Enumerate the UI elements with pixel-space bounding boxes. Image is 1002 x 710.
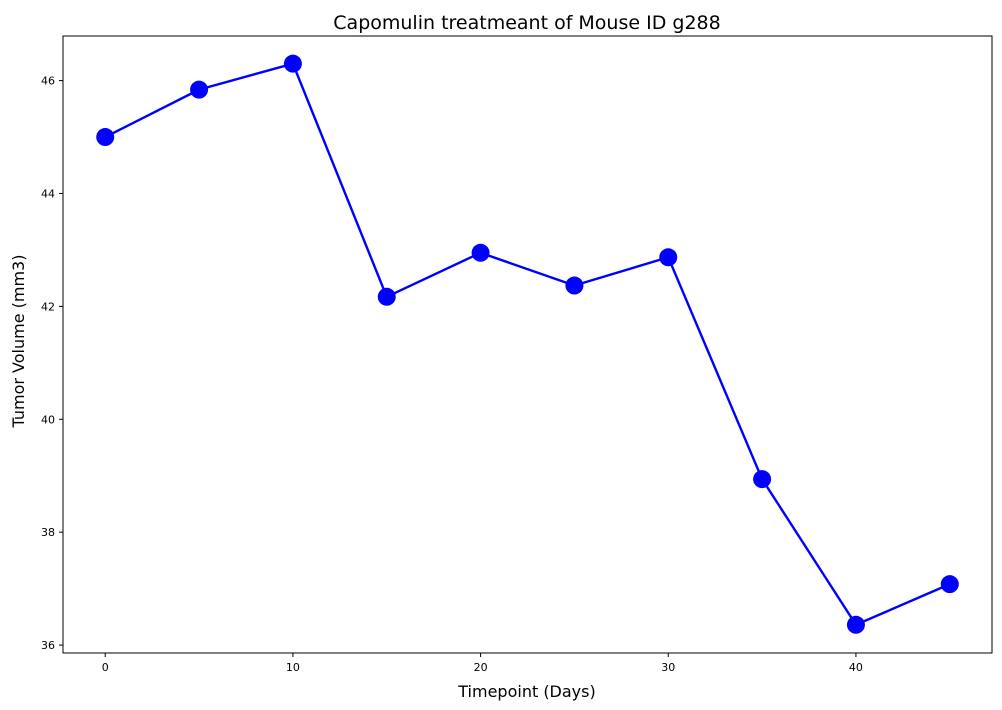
- data-point: [940, 575, 959, 594]
- y-tick-label: 46: [41, 75, 55, 88]
- data-point: [659, 248, 678, 267]
- data-point: [377, 287, 396, 306]
- y-axis-ticks: 36 38 40 42 44 46: [41, 75, 63, 652]
- series-layer: [96, 54, 959, 634]
- y-tick-label: 42: [41, 300, 55, 313]
- series-line: [104, 62, 951, 626]
- y-axis-label: Tumor Volume (mm3): [9, 255, 28, 429]
- plot-area: [62, 35, 993, 654]
- data-point: [283, 54, 302, 73]
- data-point: [190, 80, 209, 99]
- y-tick-label: 38: [41, 526, 55, 539]
- x-tick-label: 10: [286, 661, 300, 674]
- data-point: [753, 470, 772, 489]
- y-tick-label: 40: [41, 413, 55, 426]
- x-axis-ticks: 0 10 20 30 40: [102, 653, 863, 674]
- data-point: [96, 128, 115, 147]
- x-axis-label: Timepoint (Days): [457, 682, 595, 701]
- x-tick-label: 20: [474, 661, 488, 674]
- plot-frame: [62, 35, 993, 654]
- y-tick-label: 44: [41, 187, 55, 200]
- data-point: [565, 276, 584, 295]
- chart-title: Capomulin treatmeant of Mouse ID g288: [333, 12, 720, 34]
- data-point: [846, 615, 865, 634]
- data-point: [471, 243, 490, 262]
- x-tick-label: 30: [661, 661, 675, 674]
- x-tick-label: 40: [849, 661, 863, 674]
- y-tick-label: 36: [41, 639, 55, 652]
- x-tick-label: 0: [102, 661, 109, 674]
